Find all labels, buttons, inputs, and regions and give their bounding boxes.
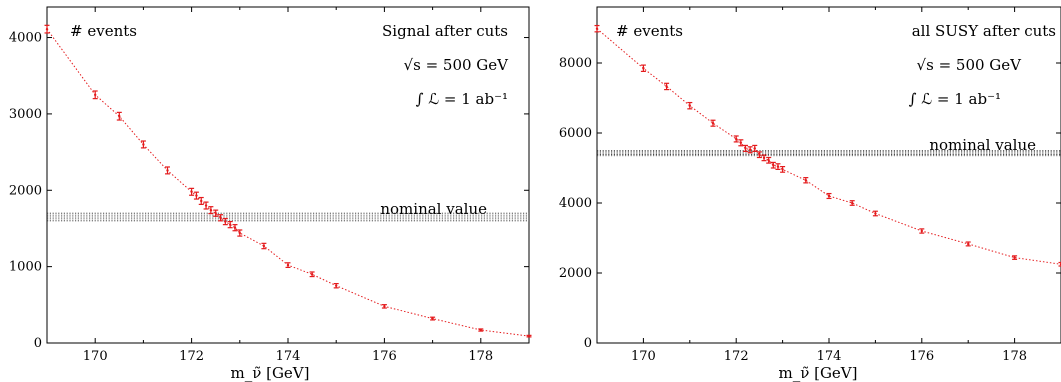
data-point bbox=[94, 93, 97, 97]
data-point bbox=[195, 194, 198, 197]
data-point bbox=[527, 334, 531, 338]
annotation-energy: √s = 500 GeV bbox=[917, 56, 1023, 74]
x-tick-label: 172 bbox=[724, 349, 749, 364]
band-label: nominal value bbox=[929, 136, 1036, 154]
data-point bbox=[762, 156, 766, 160]
x-axis-label: m_ν̃ [GeV] bbox=[778, 364, 857, 382]
data-point bbox=[711, 122, 715, 125]
data-point bbox=[804, 179, 807, 182]
data-point bbox=[190, 190, 193, 193]
data-point bbox=[431, 317, 434, 320]
data-point bbox=[166, 169, 169, 172]
x-axis-label: m_ν̃ [GeV] bbox=[230, 364, 309, 382]
data-point bbox=[214, 211, 217, 215]
x-tick-label: 172 bbox=[179, 349, 204, 364]
data-point bbox=[739, 141, 743, 144]
data-point bbox=[595, 27, 599, 30]
annotation-energy: √s = 500 GeV bbox=[404, 56, 510, 74]
data-point bbox=[758, 153, 761, 156]
annotation-luminosity: ∫ ℒ = 1 ab⁻¹ bbox=[909, 90, 1001, 108]
data-point bbox=[748, 148, 752, 151]
data-point bbox=[479, 328, 482, 332]
data-point bbox=[335, 284, 338, 287]
y-tick-label: 2000 bbox=[559, 266, 592, 281]
annotation-process: all SUSY after cuts bbox=[912, 22, 1056, 40]
data-point bbox=[1013, 256, 1016, 259]
data-point bbox=[200, 199, 203, 203]
data-point bbox=[688, 104, 691, 107]
data-point bbox=[45, 27, 49, 31]
data-point bbox=[262, 244, 266, 248]
y-tick-label: 4000 bbox=[559, 196, 592, 211]
band-label: nominal value bbox=[380, 200, 487, 218]
data-point bbox=[642, 67, 645, 70]
data-point bbox=[851, 201, 854, 205]
fit-curve bbox=[46, 28, 530, 337]
data-point bbox=[286, 263, 290, 267]
data-point bbox=[827, 194, 831, 198]
corner-label: # events bbox=[616, 22, 683, 40]
data-point bbox=[383, 305, 386, 308]
y-tick-label: 8000 bbox=[559, 56, 592, 71]
x-tick-label: 176 bbox=[372, 349, 397, 364]
data-point bbox=[118, 115, 121, 118]
data-point bbox=[735, 137, 738, 141]
y-tick-label: 6000 bbox=[559, 126, 592, 141]
data-point bbox=[874, 212, 877, 215]
data-point bbox=[228, 223, 232, 226]
y-tick-label: 0 bbox=[584, 336, 592, 351]
data-point bbox=[753, 147, 756, 150]
data-point bbox=[767, 159, 770, 162]
annotation-luminosity: ∫ ℒ = 1 ab⁻¹ bbox=[416, 90, 508, 108]
x-tick-label: 170 bbox=[83, 349, 108, 364]
x-tick-label: 178 bbox=[1002, 349, 1027, 364]
all-susy-panel: 170 172 174 176 178 0 2000 4000 6000 8000 # event… bbox=[559, 6, 1061, 382]
corner-label: # events bbox=[70, 22, 137, 40]
data-point bbox=[224, 220, 227, 223]
y-tick-label: 3000 bbox=[9, 107, 42, 122]
data-point bbox=[781, 168, 784, 171]
data-point bbox=[776, 165, 780, 168]
data-point bbox=[209, 208, 213, 212]
data-point bbox=[310, 273, 314, 276]
y-tick-label: 4000 bbox=[9, 31, 42, 46]
data-point bbox=[233, 226, 237, 229]
x-tick-label: 170 bbox=[631, 349, 656, 364]
data-point bbox=[238, 231, 241, 235]
data-point bbox=[920, 229, 923, 233]
data-point bbox=[219, 216, 222, 219]
x-tick-label: 178 bbox=[468, 349, 493, 364]
x-tick-label: 174 bbox=[817, 349, 842, 364]
y-tick-label: 2000 bbox=[9, 183, 42, 198]
data-point bbox=[772, 164, 775, 167]
data-point bbox=[204, 204, 208, 207]
y-tick-label: 1000 bbox=[9, 260, 42, 275]
fit-curve bbox=[596, 28, 1061, 265]
annotation-process: Signal after cuts bbox=[382, 22, 508, 40]
x-tick-label: 174 bbox=[276, 349, 301, 364]
data-point bbox=[142, 143, 145, 146]
data-point bbox=[967, 242, 970, 246]
data-point bbox=[744, 147, 747, 150]
x-tick-label: 176 bbox=[909, 349, 934, 364]
signal-panel: 170 172 174 176 178 0 1000 2000 3000 4000 # event… bbox=[9, 6, 532, 382]
y-tick-label: 0 bbox=[34, 336, 42, 351]
data-point bbox=[665, 85, 668, 88]
